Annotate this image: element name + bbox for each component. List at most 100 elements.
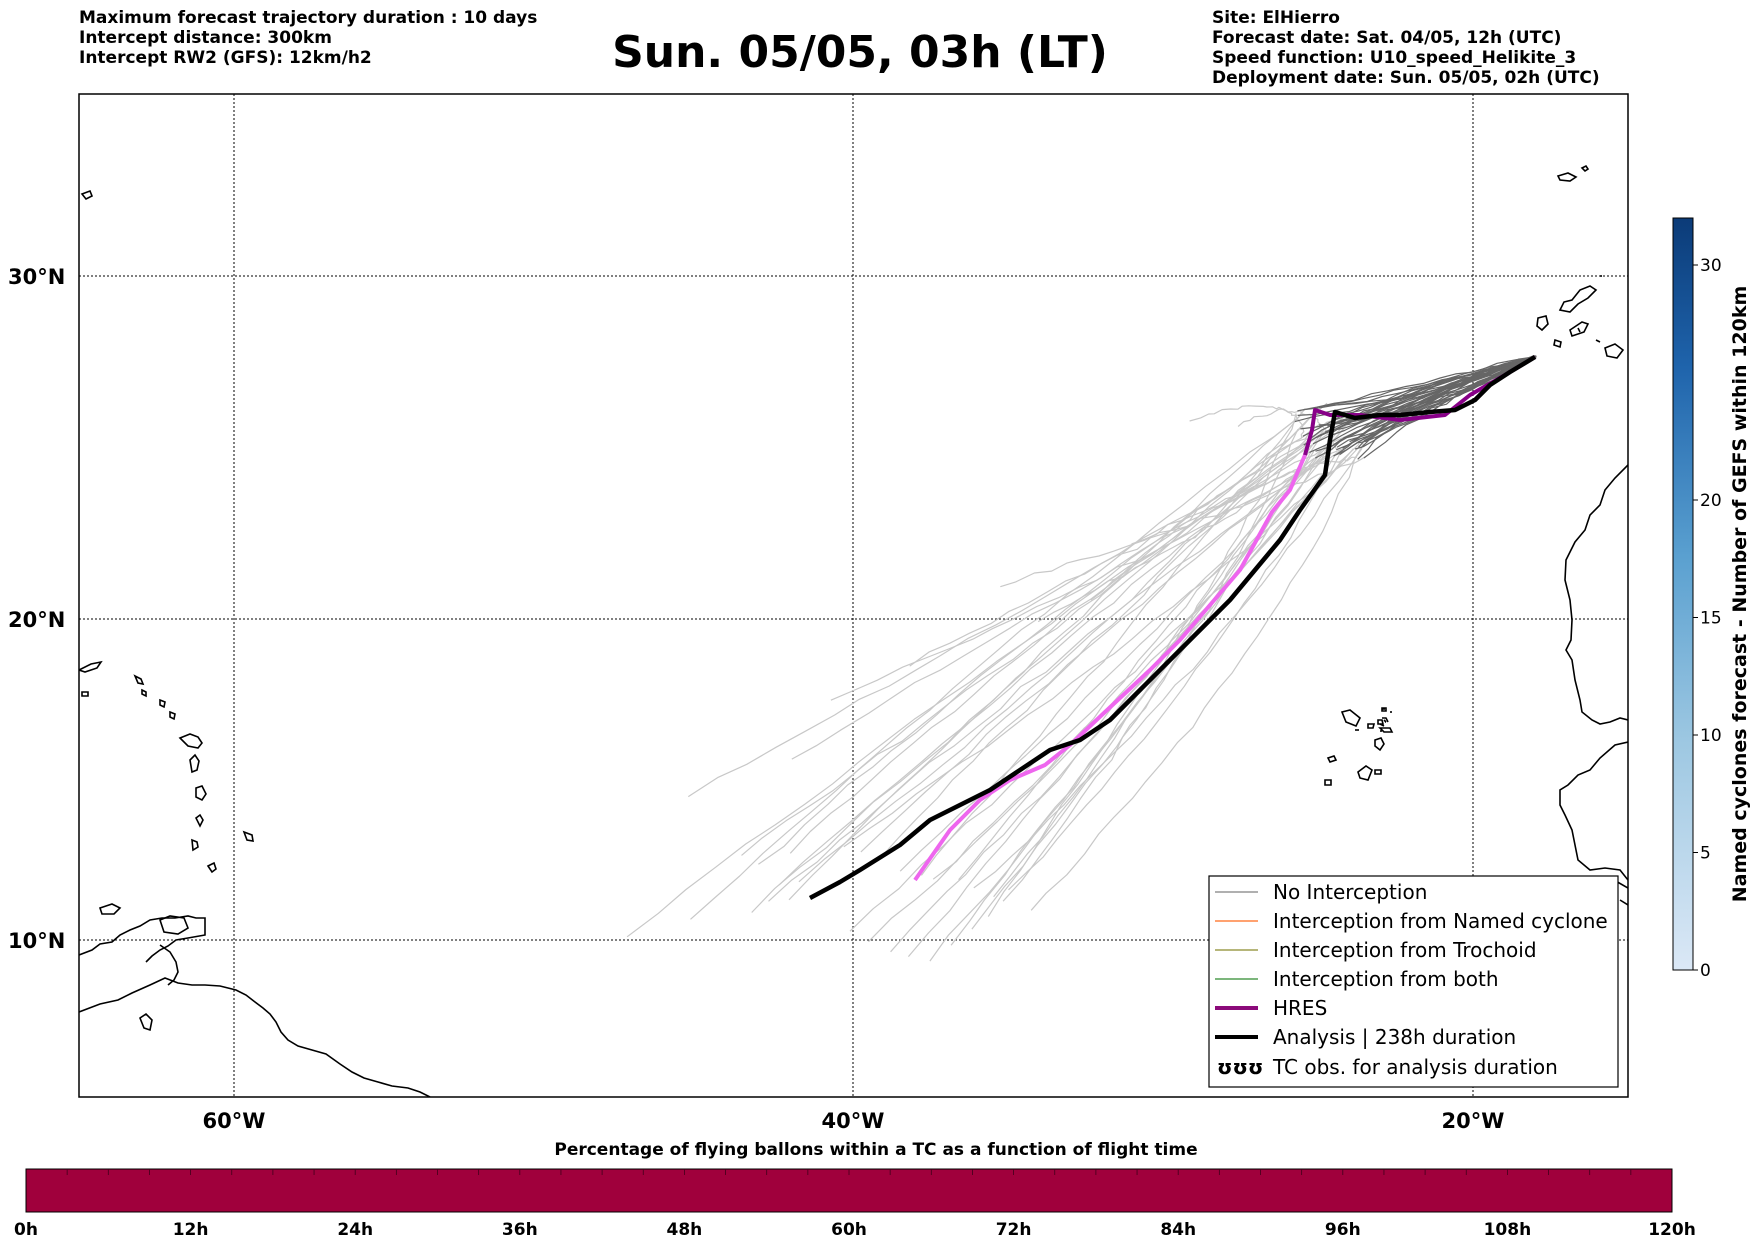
venezuela-coast [79,977,431,1097]
colorbar-ticks: 0 5 10 15 20 30 [1693,256,1722,981]
colorbar-fill [1672,217,1694,971]
lat-label-10n: 10°N [8,929,65,953]
lat-label-20n: 20°N [8,608,65,632]
island-trinidad [159,915,189,935]
hres-trajectory-light [913,454,1307,882]
lon-label-20w: 20°W [1442,1109,1505,1133]
trajectory-segment-light [932,445,1328,880]
lat-label-30n: 30°N [8,265,65,289]
island-virgin [79,660,103,673]
colorbar-tick-label: 5 [1700,844,1711,864]
trajectory-segment-light [789,442,1306,854]
colorbar-tick-label: 0 [1700,961,1711,981]
colorbar-tick-label: 10 [1700,726,1722,746]
island-small-canaries [1577,327,1601,343]
trajectory-segment-light [1000,456,1366,588]
time-bar-hour-label: 48h [667,1220,703,1240]
colorbar-tick-label: 30 [1700,256,1722,276]
island-sao-nicolau [1378,727,1394,733]
legend-label-trochoid: Interception from Trochoid [1273,938,1537,962]
time-bar-hour-label: 36h [502,1220,538,1240]
island-stlucia [194,813,204,828]
island-margarita [139,1012,153,1032]
island-antigua [159,698,176,721]
trajectory-segment-light [878,438,1308,861]
trajectory-segment-light [907,443,1360,957]
trajectory-segment-light [860,445,1337,853]
island-fuerteventura [1558,285,1598,313]
trajectory-segment-light [1008,453,1341,891]
analysis-trajectory-line [808,355,1537,900]
time-bar-hour-label: 60h [831,1220,867,1240]
island-santiago [1357,765,1373,781]
legend-swatch-tc-obs: ʊʊʊ [1217,1055,1263,1079]
time-bar-hour-label: 84h [1160,1220,1196,1240]
island-sal [1377,719,1385,725]
island-puerto-rico [81,691,89,697]
legend-box [1208,875,1619,1088]
island-martinique [195,785,207,802]
trajectory-segment-light [1090,419,1335,601]
trajectory-segment-dark [1363,357,1536,459]
legend: No Interception Interception from Named … [1208,875,1619,1088]
trajectory-segment-light [1189,405,1305,438]
intercept-rw2-text: Intercept RW2 (GFS): 12km/h2 [79,48,372,68]
island-madeira [1556,172,1578,182]
trajectory-segment-light [788,415,1301,901]
trajectory-segment-light [1131,456,1357,545]
trajectory-segment-light [778,442,1311,886]
island-gomera [1553,338,1562,349]
trajectory-segment-light [973,447,1363,889]
trajectory-segment-light [1030,443,1365,911]
legend-label-tc-obs: TC obs. for analysis duration [1272,1055,1558,1079]
legend-label-both: Interception from both [1273,967,1499,991]
island-santa-luzia [1381,707,1387,712]
colorbar-title: Named cyclones forecast - Number of GEFS… [1729,286,1751,903]
trajectory-segment-dark [1333,355,1535,421]
colorbar: 0 5 10 15 20 30 Named cyclones forecast - Num… [1672,217,1751,981]
trajectory-segment-dark [1314,355,1536,459]
colorbar-tick-label: 15 [1700,609,1722,629]
trajectory-segment-dark [1302,357,1537,437]
time-bar-minor-ticks [66,1169,1632,1175]
forecast-date-text: Forecast date: Sat. 04/05, 12h (UTC) [1212,28,1562,48]
island-porto-santo [1580,164,1590,173]
time-bar-hour-label: 24h [337,1220,373,1240]
island-stvincent [191,838,199,852]
island-leeward [133,674,147,698]
legend-label-hres: HRES [1273,996,1327,1020]
time-bar-hour-label: 12h [173,1220,209,1240]
time-bar-hour-label: 108h [1484,1220,1532,1240]
max-duration-text: Maximum forecast trajectory duration : 1… [79,8,538,28]
island-gran-canaria [1604,343,1625,359]
intercept-distance-text: Intercept distance: 300km [79,28,332,48]
trajectory-segment-dark [1336,355,1537,448]
time-percentage-bar: 0h 12h 24h 36h 48h 60h 72h 84h 96h 108h 120h [14,1168,1696,1240]
island-curacao [98,903,122,915]
trajectories-light [626,402,1366,962]
page-title: Sun. 05/05, 03h (LT) [612,27,1108,78]
time-bar-hour-label: 120h [1648,1220,1696,1240]
site-text: Site: ElHierro [1212,8,1340,28]
time-bar-fill [25,1168,1673,1213]
island-bermuda [80,189,94,201]
time-bar-title: Percentage of flying ballons within a TC… [554,1140,1198,1160]
trajectory-segment-dark [1357,356,1537,460]
speed-function-text: Speed function: U10_speed_Helikite_3 [1212,48,1577,68]
trajectory-segment-light [768,443,1351,902]
time-bar-hour-labels: 0h 12h 24h 36h 48h 60h 72h 84h 96h 108h 120h [14,1220,1696,1240]
island-maio [1374,769,1382,775]
coastlines [79,164,1628,1097]
senegal-coast [1559,741,1628,881]
colorbar-tick-label: 20 [1700,491,1722,511]
island-la-palma [1536,315,1549,332]
legend-label-named-cyclone: Interception from Named cyclone [1273,909,1608,933]
trajectory-segment-light [687,414,1349,798]
gulf-coast [159,944,179,986]
island-tenerife [1569,321,1590,338]
header-left: Maximum forecast trajectory duration : 1… [79,8,537,68]
island-fogo [1324,779,1332,786]
time-bar-hour-label: 96h [1325,1220,1361,1240]
time-bar-hour-label: 72h [996,1220,1032,1240]
analysis-trajectory [808,355,1537,900]
